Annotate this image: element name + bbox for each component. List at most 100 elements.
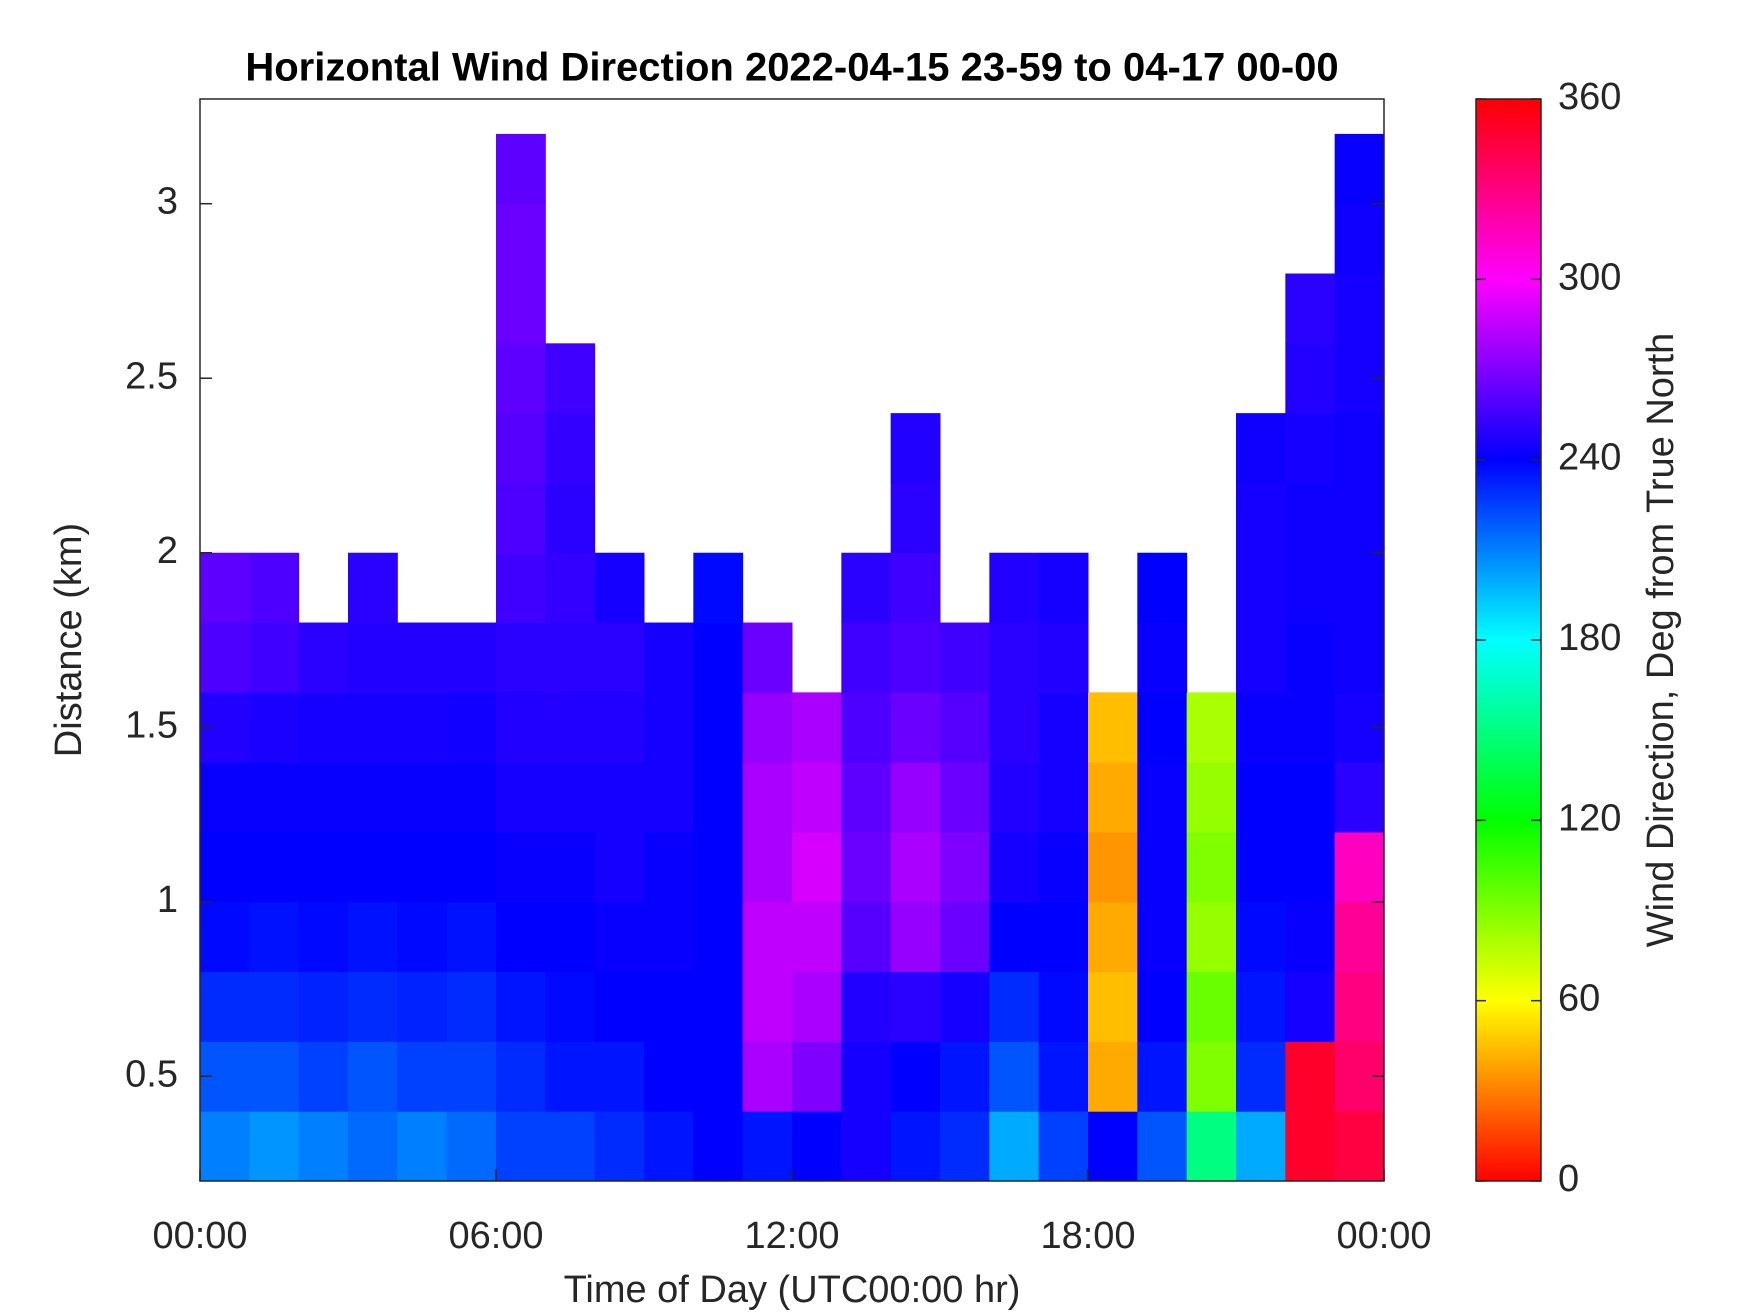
heatmap-cell <box>1285 482 1336 554</box>
heatmap-cell <box>1285 1041 1336 1112</box>
heatmap-cell <box>1285 343 1336 414</box>
heatmap-cell <box>1334 831 1385 903</box>
heatmap-cell <box>792 762 842 833</box>
heatmap-cell <box>446 1111 497 1182</box>
heatmap-cell <box>841 692 892 763</box>
heatmap-cell <box>249 1041 300 1112</box>
heatmap-cell <box>1236 762 1286 833</box>
heatmap-cell <box>890 692 941 763</box>
heatmap-cell <box>742 901 793 973</box>
heatmap-cell <box>1088 692 1138 763</box>
heatmap-cell <box>200 1111 250 1182</box>
heatmap-cell <box>496 692 546 763</box>
heatmap-cell <box>1088 762 1138 833</box>
heatmap-cell <box>446 692 497 763</box>
heatmap-cell <box>1038 1041 1089 1112</box>
heatmap-cell <box>545 831 596 903</box>
heatmap-cell <box>792 692 842 763</box>
heatmap-cell <box>1285 1111 1336 1182</box>
heatmap-cell <box>742 1041 793 1112</box>
heatmap-cell <box>496 482 546 554</box>
heatmap-cell <box>1236 831 1286 903</box>
heatmap-cell <box>545 901 596 973</box>
heatmap-cell <box>693 901 744 973</box>
heatmap-cell <box>644 1041 694 1112</box>
heatmap-cell <box>1236 1041 1286 1112</box>
heatmap-cell <box>1088 971 1138 1042</box>
heatmap-cell <box>742 1111 793 1182</box>
heatmap-cell <box>348 901 398 973</box>
heatmap-cell <box>249 831 300 903</box>
x-tick-label: 06:00 <box>448 1215 543 1257</box>
heatmap-cell <box>841 762 892 833</box>
heatmap-cell <box>1236 482 1286 554</box>
heatmap-cell <box>496 343 546 414</box>
heatmap-cell <box>594 831 645 903</box>
heatmap-cell <box>841 971 892 1042</box>
heatmap-cell <box>792 901 842 973</box>
heatmap-cell <box>1038 762 1089 833</box>
heatmap-cell <box>890 831 941 903</box>
heatmap-cell <box>594 692 645 763</box>
heatmap-cell <box>890 622 941 693</box>
heatmap-cell <box>890 971 941 1042</box>
heatmap-cell <box>1285 971 1336 1042</box>
heatmap-cell <box>446 831 497 903</box>
y-axis-label: Distance (km) <box>48 523 90 757</box>
heatmap-cell <box>940 971 990 1042</box>
heatmap-cell <box>693 831 744 903</box>
heatmap-cell <box>200 831 250 903</box>
heatmap-cell <box>1285 762 1336 833</box>
heatmap-cell <box>1186 971 1237 1042</box>
heatmap-cell <box>545 692 596 763</box>
heatmap-cell <box>1038 622 1089 693</box>
heatmap-cell <box>397 901 448 973</box>
heatmap-cell <box>1137 971 1188 1042</box>
heatmap-cell <box>1137 622 1188 693</box>
heatmap-cell <box>200 762 250 833</box>
heatmap-cell <box>693 971 744 1042</box>
heatmap-cell <box>249 552 300 624</box>
heatmap-cell <box>1334 622 1385 693</box>
heatmap-cell <box>841 1111 892 1182</box>
heatmap-cell <box>1186 901 1237 973</box>
heatmap-cell <box>1285 831 1336 903</box>
heatmap-cell <box>644 971 694 1042</box>
heatmap-cell <box>989 1111 1040 1182</box>
heatmap-cell <box>1236 622 1286 693</box>
heatmap-cell <box>496 552 546 624</box>
heatmap-cell <box>348 692 398 763</box>
heatmap-cell <box>742 762 793 833</box>
heatmap-cell <box>446 622 497 693</box>
heatmap-cell <box>545 482 596 554</box>
heatmap-cell <box>298 692 349 763</box>
colorbar-tick-label: 300 <box>1558 256 1621 298</box>
heatmap-cell <box>298 1041 349 1112</box>
heatmap-cell <box>496 203 546 275</box>
heatmap-cell <box>298 1111 349 1182</box>
heatmap-cell <box>1137 1041 1188 1112</box>
heatmap-cell <box>693 622 744 693</box>
heatmap-cell <box>940 831 990 903</box>
y-tick-label: 3 <box>157 181 178 223</box>
heatmap-cell <box>1236 1111 1286 1182</box>
heatmap-cell <box>249 971 300 1042</box>
heatmap-cell <box>693 762 744 833</box>
y-tick-label: 1.5 <box>125 704 178 746</box>
heatmap-cell <box>989 552 1040 624</box>
x-tick-label: 12:00 <box>744 1215 839 1257</box>
heatmap-cell <box>841 622 892 693</box>
colorbar-label: Wind Direction, Deg from True North <box>1640 333 1682 948</box>
heatmap-cell <box>1137 1111 1188 1182</box>
heatmap-cell <box>298 901 349 973</box>
heatmap-cell <box>1334 133 1385 205</box>
heatmap-cell <box>1186 692 1237 763</box>
heatmap-cell <box>1334 552 1385 624</box>
heatmap-cell <box>742 692 793 763</box>
heatmap-cell <box>1334 413 1385 484</box>
x-tick-label: 18:00 <box>1040 1215 1135 1257</box>
heatmap-cell <box>594 971 645 1042</box>
heatmap-cell <box>446 971 497 1042</box>
heatmap-cell <box>1088 831 1138 903</box>
heatmap-cell <box>1088 901 1138 973</box>
